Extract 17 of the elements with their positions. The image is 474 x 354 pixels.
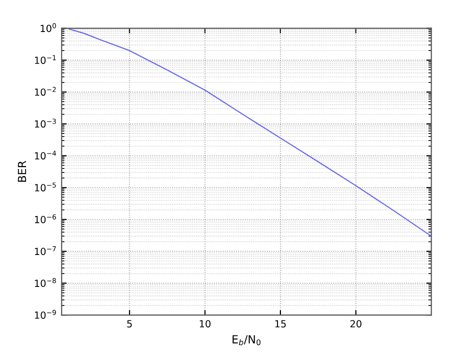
x-axis-title: E$_{b}$/N$_{0}$	[232, 335, 260, 346]
line-series	[68, 28, 432, 237]
x-tick-label: 20	[350, 320, 362, 328]
y-tick-label: 10$^{−3}$	[34, 118, 56, 128]
y-axis-title: BER	[18, 160, 26, 182]
y-tick-label: 10$^{−4}$	[34, 150, 56, 160]
y-tick-label: 10$^{−1}$	[34, 55, 56, 64]
y-tick-label: 10$^{−6}$	[34, 214, 56, 224]
y-tick-label: 10$^{−7}$	[34, 246, 56, 256]
y-tick-label: 10$^{−9}$	[34, 310, 56, 319]
x-tick-label: 15	[275, 320, 286, 328]
x-tick-label: 5	[127, 320, 132, 328]
y-tick-label: 10$^{−5}$	[34, 182, 56, 192]
y-tick-label: 10$^{−2}$	[34, 86, 56, 96]
y-tick-label: 10$^{0}$	[40, 23, 56, 32]
y-tick-label: 10$^{−8}$	[34, 278, 56, 287]
x-tick-label: 10	[200, 320, 211, 328]
